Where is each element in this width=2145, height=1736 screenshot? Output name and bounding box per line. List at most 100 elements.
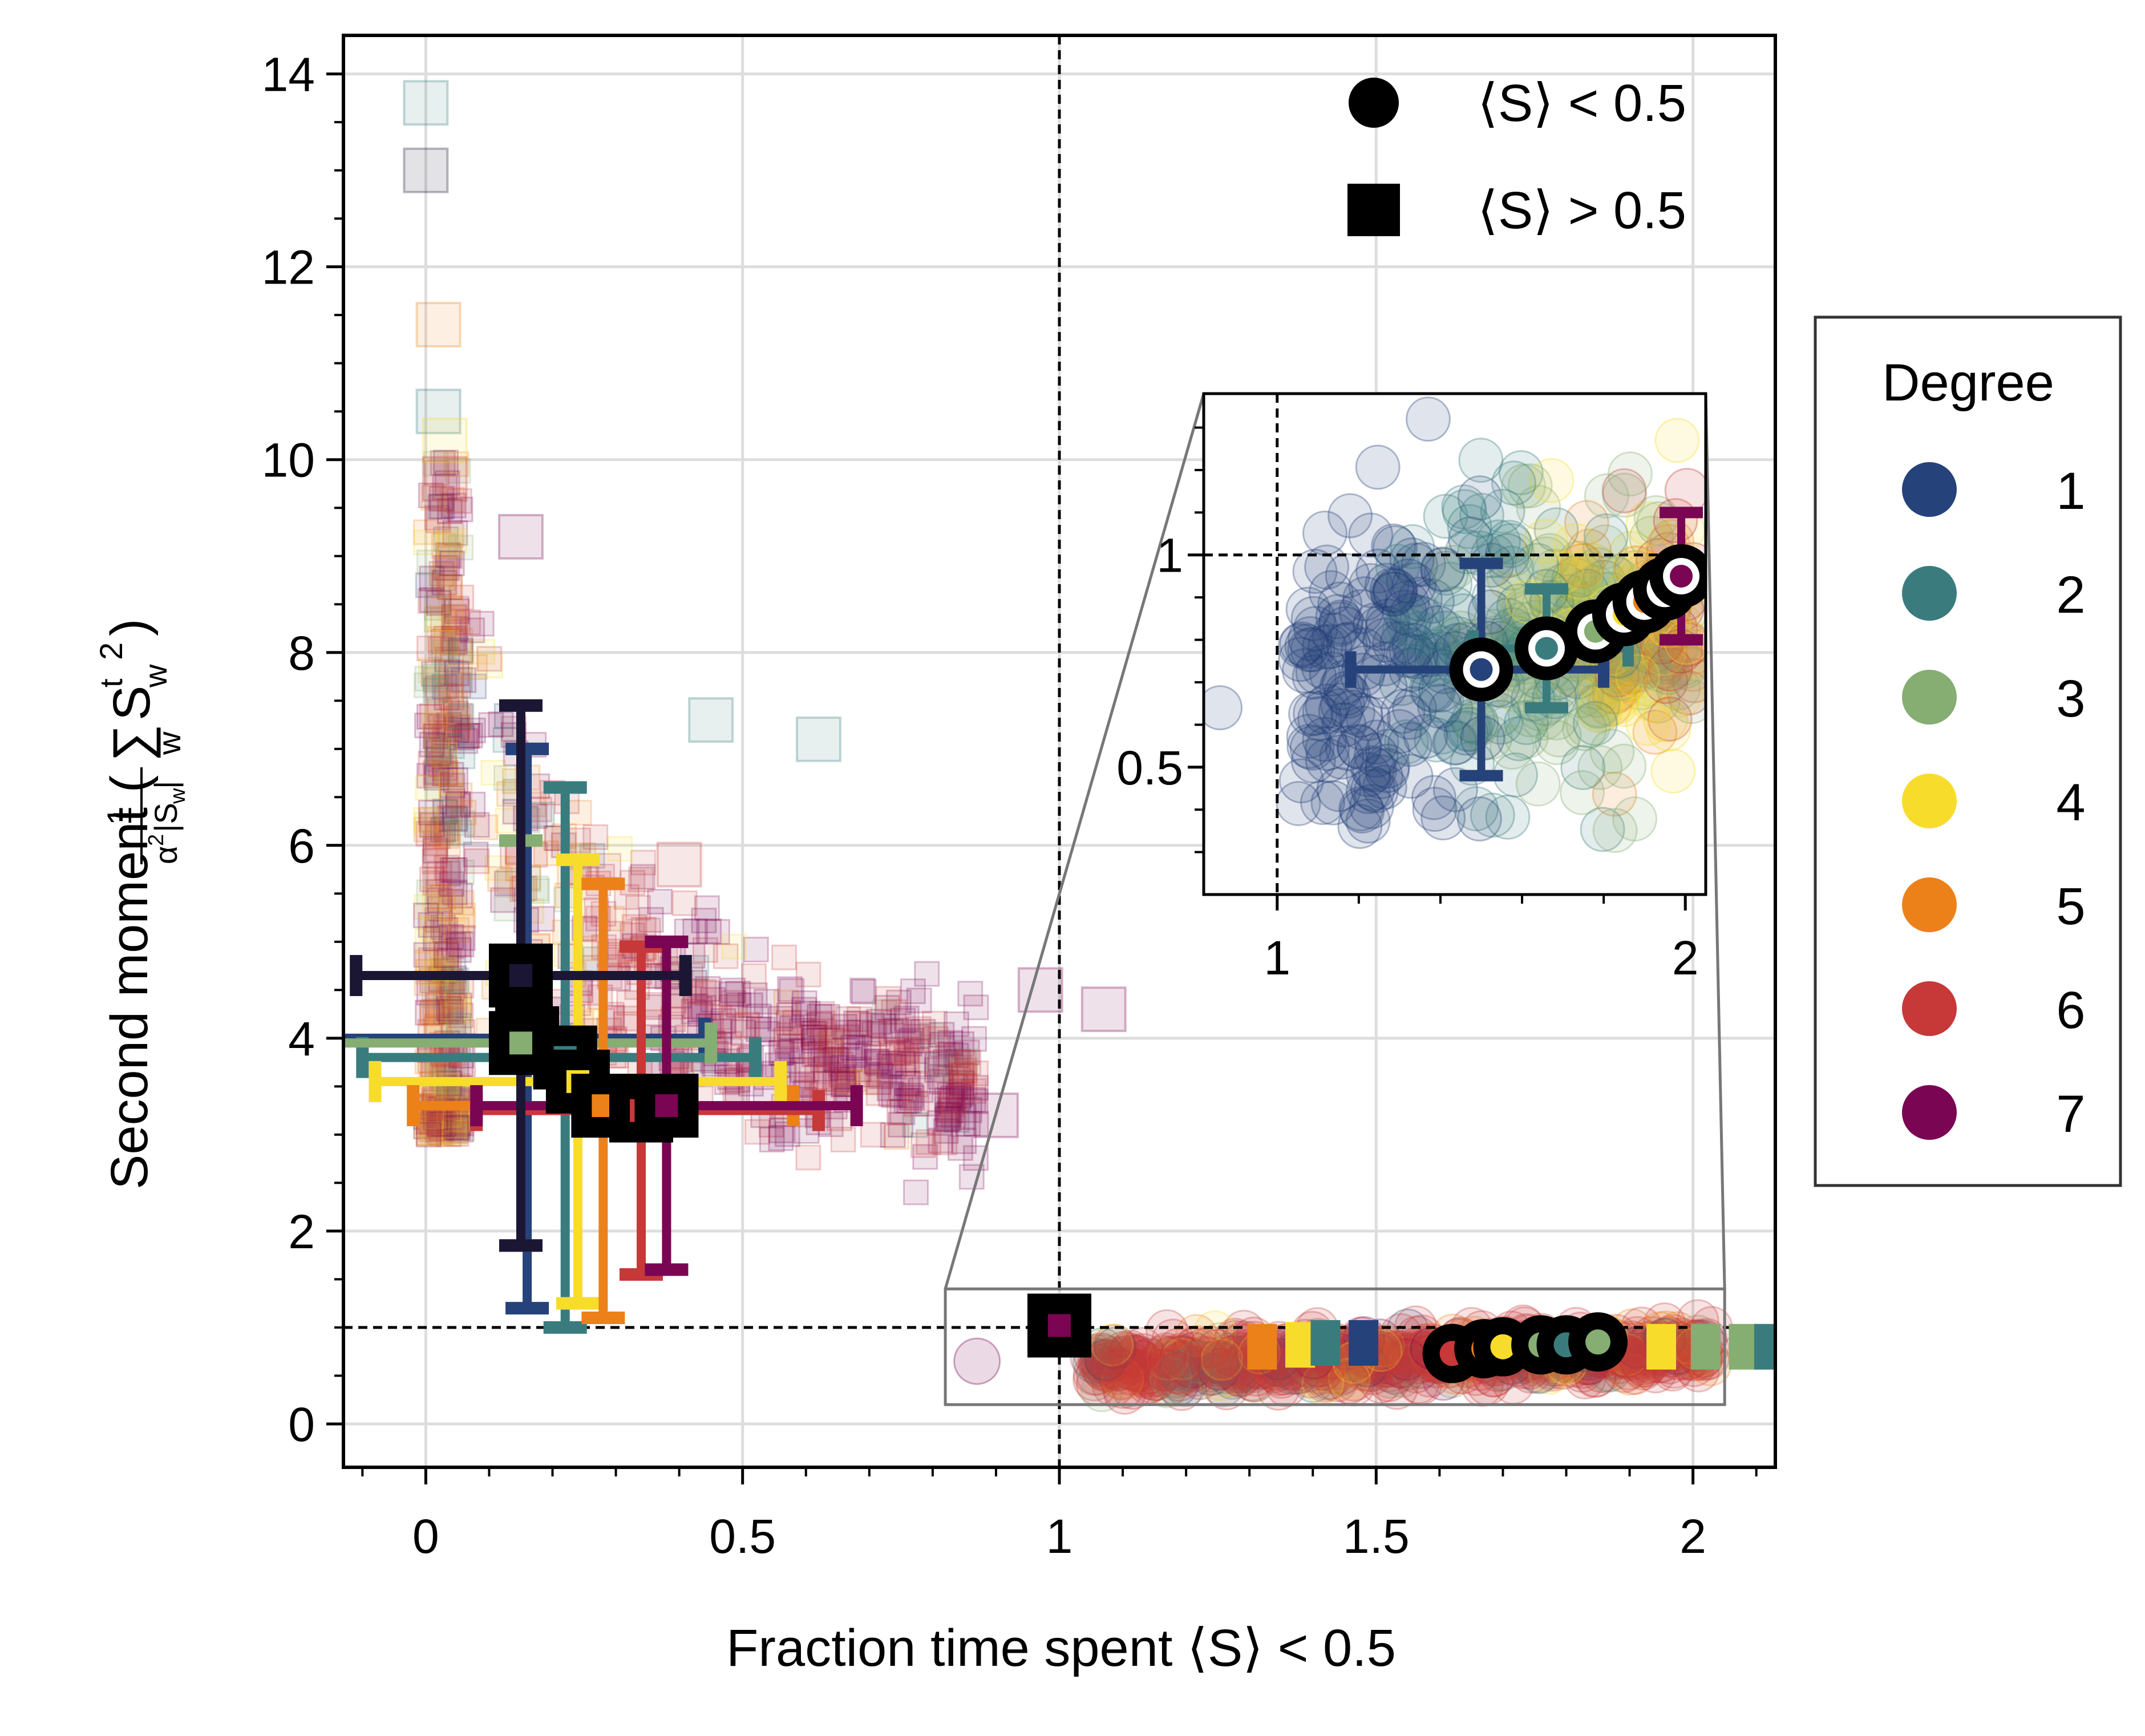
scatter-square (943, 1042, 969, 1069)
scatter-square (436, 532, 462, 558)
y-label-term-sub: w (137, 664, 173, 688)
y-label-frac-den-sup: 2 (144, 834, 168, 846)
scatter-square (434, 555, 460, 581)
scatter-square (430, 573, 456, 599)
inset-scatter-circle (1340, 706, 1386, 751)
scatter-square (818, 1025, 844, 1051)
inset-scatter-circle (1319, 734, 1365, 780)
scatter-square (1310, 1320, 1341, 1366)
scatter-square (427, 493, 454, 520)
scatter-square (442, 605, 468, 631)
scatter-square (947, 1135, 973, 1161)
scatter-square (941, 1102, 967, 1128)
scatter-square (426, 860, 452, 887)
scatter-square (823, 1069, 849, 1095)
scatter-square (934, 1106, 960, 1132)
scatter-square (881, 1054, 907, 1080)
inset-scatter-circle (1496, 583, 1541, 629)
inset-scatter-circle (1355, 548, 1401, 594)
scatter-square (888, 1040, 914, 1066)
zoom-indicator (944, 393, 1726, 1406)
inset-scatter-circle (1428, 687, 1474, 733)
degree-legend-label: 5 (2056, 877, 2085, 936)
scatter-square (442, 857, 468, 883)
inset-scatter-circle (1486, 520, 1532, 565)
scatter-square (621, 914, 647, 940)
mean-square-core (655, 1094, 678, 1118)
scatter-circle (1176, 1340, 1220, 1383)
scatter-square (443, 1121, 470, 1147)
inset-y-ticks: 0.51 (1116, 426, 1204, 853)
degree-legend-swatch (1902, 774, 1957, 828)
inset-scatter-circle (1630, 677, 1675, 723)
inset-scatter-circle (1301, 624, 1347, 670)
inset-scatter-circle (1380, 689, 1426, 734)
inset-scatter-circle (1580, 807, 1625, 852)
scatter-square (433, 450, 459, 476)
scatter-square (1017, 967, 1063, 1013)
scatter-circle (1118, 1349, 1161, 1393)
scatter-square (446, 937, 472, 963)
scatter-square (963, 1075, 989, 1101)
scatter-square (809, 1001, 835, 1027)
scatter-square (443, 717, 470, 743)
scatter-square (447, 648, 473, 674)
scatter-square (790, 1038, 816, 1064)
scatter-circle (1137, 1344, 1180, 1387)
scatter-square (902, 1112, 928, 1138)
scatter-square (426, 776, 452, 802)
scatter-square (906, 988, 932, 1014)
scatter-square (415, 572, 441, 598)
scatter-circle (1378, 1345, 1422, 1388)
scatter-circle (1176, 1341, 1220, 1384)
scatter-circle (1188, 1341, 1231, 1385)
scatter-square (855, 1040, 881, 1066)
scatter-square (758, 1112, 784, 1138)
scatter-square (427, 697, 453, 723)
scatter-circle (1110, 1334, 1153, 1377)
scatter-square (446, 672, 472, 698)
scatter-square (937, 1082, 963, 1108)
inset-scatter-circle (1204, 685, 1243, 731)
inset-scatter-circle (1560, 744, 1606, 790)
scatter-square (436, 1109, 462, 1135)
scatter-circle (1179, 1346, 1222, 1389)
scatter-square (875, 986, 901, 1012)
inset-scatter-circle (1398, 610, 1443, 656)
scatter-square (952, 1048, 978, 1074)
scatter-circle (1129, 1351, 1172, 1394)
scatter-square (801, 1024, 827, 1050)
scatter-circle (1090, 1340, 1133, 1383)
scatter-square (439, 976, 466, 1002)
inset-scatter-circle (1584, 473, 1629, 519)
scatter-circle (1327, 1361, 1370, 1405)
scatter-square (817, 1030, 844, 1057)
inset-scatter-circle (1396, 594, 1442, 640)
scatter-square (842, 1042, 868, 1068)
scatter-square (426, 1111, 452, 1137)
y-label-frac-den-close: | (148, 780, 184, 789)
scatter-circle (1148, 1336, 1191, 1379)
scatter-square (438, 676, 464, 702)
inset-scatter-circle (1330, 689, 1375, 735)
scatter-circle (1159, 1351, 1203, 1395)
inset-scatter-circle (1419, 709, 1464, 755)
inset-mean-core (1470, 658, 1493, 681)
scatter-square (432, 941, 459, 967)
scatter-square (468, 610, 495, 637)
scatter-square (428, 714, 454, 740)
scatter-square (419, 586, 445, 613)
y-label-frac-den-sub: w (166, 788, 190, 804)
scatter-circle (1167, 1336, 1210, 1379)
scatter-square (933, 1049, 959, 1075)
scatter-square (448, 703, 475, 730)
scatter-square (710, 1008, 736, 1034)
degree-legend-frame (1814, 315, 2122, 1187)
inset-x-tick-label: 2 (1672, 931, 1699, 985)
scatter-circle (1196, 1340, 1239, 1383)
scatter-square (425, 746, 451, 772)
scatter-square (961, 1026, 987, 1052)
scatter-square (455, 609, 481, 636)
scatter-square (956, 1097, 982, 1123)
inset-scatter-circle (1305, 726, 1350, 771)
